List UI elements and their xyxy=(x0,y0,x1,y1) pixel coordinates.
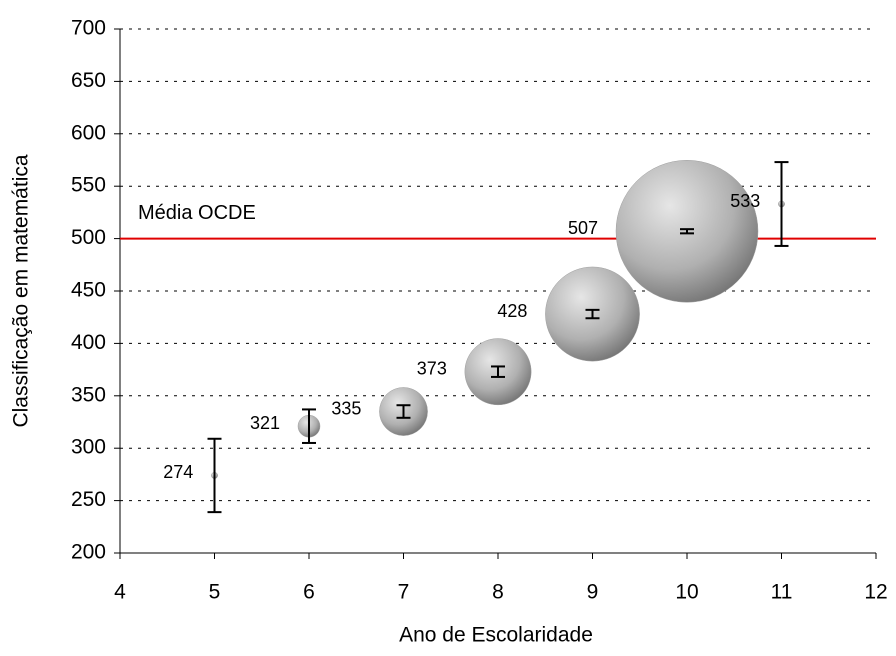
reference-label: Média OCDE xyxy=(138,202,256,224)
data-label: 373 xyxy=(417,358,447,378)
x-tick-label: 10 xyxy=(675,581,698,604)
data-label: 335 xyxy=(331,398,361,418)
x-axis-label: Ano de Escolaridade xyxy=(399,624,593,647)
x-tick-label: 6 xyxy=(303,581,315,604)
y-tick-label: 700 xyxy=(71,17,106,40)
x-tick-label: 9 xyxy=(587,581,599,604)
y-tick-label: 400 xyxy=(71,331,106,354)
x-tick-label: 8 xyxy=(492,581,504,604)
data-label: 274 xyxy=(163,462,193,482)
y-tick-label: 500 xyxy=(71,226,106,249)
y-tick-label: 600 xyxy=(71,121,106,144)
y-tick-label: 250 xyxy=(71,488,106,511)
x-tick-label: 11 xyxy=(771,581,793,604)
y-tick-label: 650 xyxy=(71,69,106,92)
y-axis-label: Classificação em matemática xyxy=(10,154,33,427)
x-tick-label: 4 xyxy=(114,581,126,604)
data-label: 533 xyxy=(730,191,760,211)
x-tick-label: 7 xyxy=(398,581,410,604)
y-tick-label: 300 xyxy=(71,436,106,459)
x-tick-label: 5 xyxy=(209,581,221,604)
x-tick-label: 12 xyxy=(864,581,887,604)
data-label: 428 xyxy=(497,301,527,321)
y-tick-label: 200 xyxy=(71,541,106,564)
y-tick-label: 350 xyxy=(71,383,106,406)
y-tick-label: 450 xyxy=(71,279,106,302)
data-label: 321 xyxy=(250,413,280,433)
data-label: 507 xyxy=(568,218,598,238)
y-tick-label: 550 xyxy=(71,174,106,197)
